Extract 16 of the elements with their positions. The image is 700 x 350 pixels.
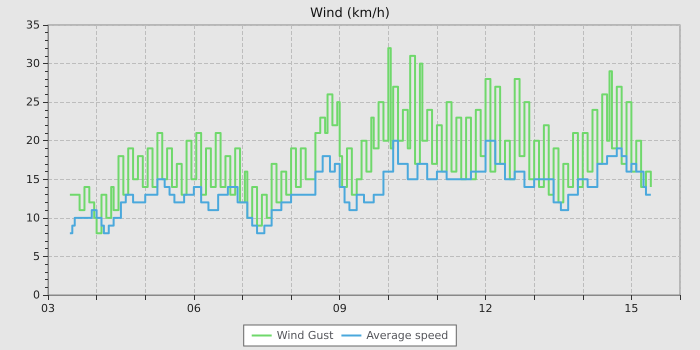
y-tick-label: 0 (33, 288, 40, 302)
y-tick-label: 15 (26, 172, 40, 186)
y-tick-label: 35 (26, 18, 40, 32)
legend-label: Wind Gust (276, 329, 334, 342)
x-tick-label: 12 (478, 302, 493, 315)
x-tick-label: 06 (186, 302, 201, 315)
y-tick-label: 25 (26, 96, 40, 109)
x-tick-label: 15 (624, 302, 638, 315)
y-tick-label: 20 (26, 134, 40, 148)
y-tick-label: 5 (33, 250, 40, 263)
chart-title: Wind (km/h) (310, 6, 390, 21)
legend-label: Average speed (366, 329, 448, 342)
x-tick-label: 03 (41, 302, 55, 315)
x-tick-label: 09 (332, 302, 347, 315)
y-tick-label: 10 (26, 211, 40, 224)
y-tick-label: 30 (26, 57, 40, 70)
